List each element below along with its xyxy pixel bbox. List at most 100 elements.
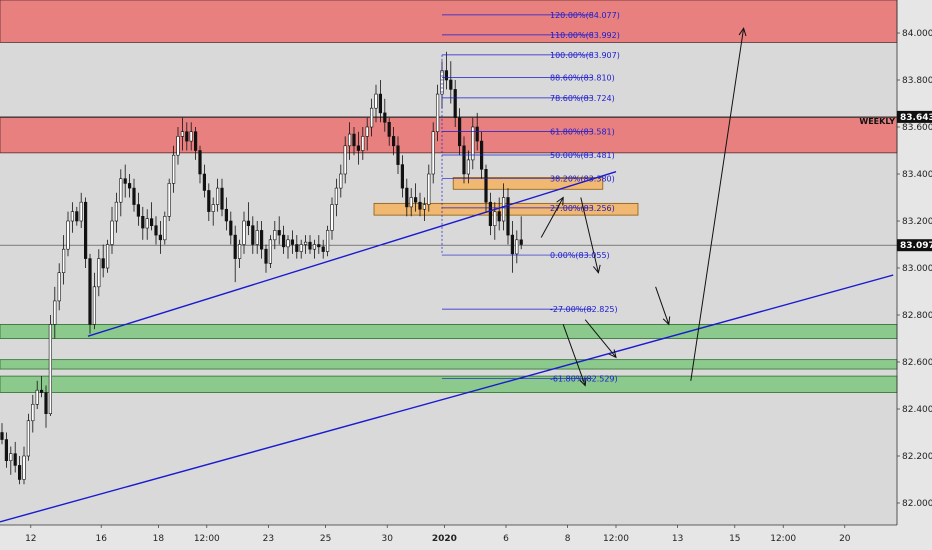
- candle: [361, 127, 365, 160]
- candle-body: [440, 70, 444, 95]
- candle-body: [13, 453, 17, 466]
- price-tick-label: 83.400: [902, 170, 932, 180]
- price-tags: 83.097 83.643: [897, 110, 932, 252]
- candle: [277, 216, 281, 245]
- candle: [409, 188, 413, 217]
- candle: [506, 188, 510, 245]
- candle-body: [361, 136, 365, 151]
- candle-body: [510, 234, 515, 255]
- candle: [339, 164, 343, 198]
- candle-body: [431, 131, 435, 175]
- time-tick-label: 12:00: [603, 534, 629, 544]
- time-tick-label: 30: [381, 534, 393, 544]
- candle: [493, 202, 497, 240]
- candle: [383, 98, 387, 132]
- candle-body: [185, 131, 189, 142]
- candle-body: [35, 389, 39, 405]
- candle: [39, 376, 44, 398]
- candle: [194, 127, 198, 160]
- trendlines: [0, 170, 894, 523]
- candle: [374, 84, 378, 123]
- candle: [26, 413, 31, 461]
- candle-body: [150, 218, 154, 226]
- candle-body: [141, 216, 145, 229]
- candle: [343, 136, 347, 184]
- candle-body: [44, 392, 48, 414]
- candle-body: [238, 244, 242, 259]
- candle-body: [128, 183, 132, 189]
- candle-body: [220, 187, 224, 210]
- candle-body: [396, 145, 400, 165]
- candle-body: [317, 244, 321, 248]
- time-tick-label: 8: [565, 534, 571, 544]
- candle-body: [70, 211, 74, 222]
- candle-body: [339, 173, 343, 189]
- orange-zone-6: [373, 202, 639, 216]
- candle-body: [343, 145, 347, 175]
- candle: [163, 211, 167, 245]
- candle: [400, 155, 405, 198]
- fib-level-label: 78.60%(83.724): [550, 94, 615, 103]
- candle: [233, 225, 237, 283]
- candle-body: [462, 145, 466, 175]
- fib-level-label: 120.00%(84.077): [550, 11, 620, 20]
- candle: [449, 61, 453, 104]
- candle: [238, 239, 242, 268]
- candle-body: [299, 244, 303, 252]
- candle-body: [268, 239, 273, 264]
- price-tick-label: 83.800: [902, 76, 932, 86]
- candle-body: [31, 403, 35, 422]
- candle: [220, 178, 224, 217]
- candle-body: [0, 432, 4, 440]
- candle-body: [242, 220, 246, 245]
- candle-body: [167, 183, 171, 217]
- time-tick-label: 25: [320, 534, 331, 544]
- candle: [295, 235, 299, 259]
- candle: [97, 249, 101, 297]
- candle: [453, 80, 457, 127]
- candle: [268, 235, 273, 268]
- candle-body: [136, 204, 141, 217]
- trendline: [87, 170, 617, 337]
- candle: [317, 235, 321, 254]
- candle: [189, 122, 193, 151]
- candle-body: [286, 239, 290, 248]
- candle: [462, 136, 466, 184]
- candle: [35, 380, 39, 409]
- candle-body: [409, 197, 413, 208]
- candle-body: [391, 136, 396, 147]
- candle-body: [501, 197, 506, 222]
- price-tick-label: 84.000: [902, 29, 932, 39]
- arrow-head: [556, 196, 564, 206]
- price-axis[interactable]: 84.000 83.800 83.600 83.400 83.200 83.000 82.8…: [896, 0, 932, 525]
- candle-body: [273, 230, 277, 241]
- time-axis[interactable]: 12 16 18 12:00 23 25 30 2020 6 8 12:00 13 15 12:00 20: [0, 524, 897, 544]
- candle: [391, 127, 396, 156]
- demand-zone-3: [0, 359, 898, 370]
- candle-body: [172, 154, 176, 184]
- candle: [356, 131, 361, 165]
- weekly-price-tag: [897, 110, 932, 123]
- supply-zone-1: [0, 117, 898, 154]
- candle: [48, 315, 52, 417]
- price-tick-label: 83.200: [902, 217, 932, 227]
- candle-body: [75, 211, 79, 222]
- candle-body: [163, 216, 167, 241]
- candle: [110, 206, 114, 254]
- arrow-head: [592, 264, 601, 274]
- candle: [44, 385, 48, 428]
- candle: [101, 244, 105, 278]
- candle: [229, 211, 233, 245]
- projection-arrow: [584, 319, 617, 359]
- candle: [369, 98, 374, 137]
- candle-body: [106, 244, 110, 269]
- price-axis-background: [897, 0, 932, 550]
- candle-body: [312, 244, 317, 250]
- candle: [17, 456, 22, 485]
- time-tick-label: 6: [503, 534, 509, 544]
- candle-body: [246, 220, 251, 226]
- last-price-label: 83.097: [900, 241, 932, 251]
- time-tick-label: 12:00: [194, 534, 220, 544]
- candle: [352, 127, 356, 156]
